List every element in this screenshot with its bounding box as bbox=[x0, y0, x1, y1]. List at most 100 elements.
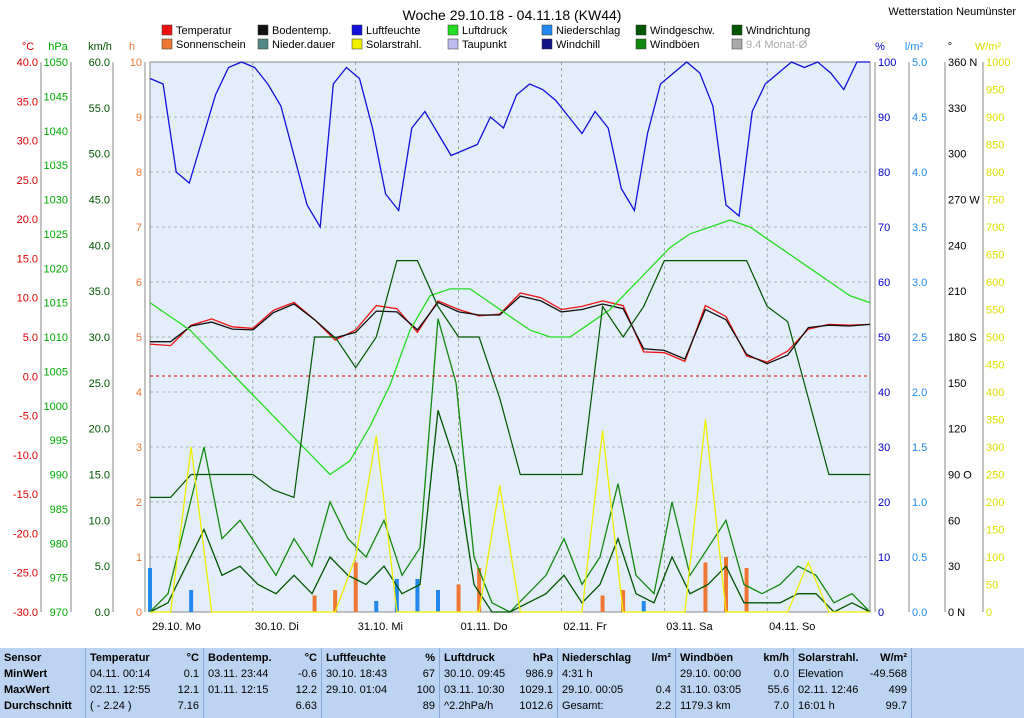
axis-tick-label: -30.0 bbox=[13, 607, 38, 619]
line-luftfeuchte bbox=[149, 61, 870, 230]
stats-cell: 03.11. 23:44 bbox=[208, 668, 269, 680]
stats-cell: 03.11. 10:30 bbox=[444, 684, 505, 696]
axis-tick-label: 5.0 bbox=[95, 561, 110, 573]
stats-rowlabel: Durchschnitt bbox=[4, 700, 72, 712]
stats-header: Sensor bbox=[4, 652, 42, 664]
stats-row: Elevation -49.568 bbox=[798, 666, 907, 682]
stats-row: 1179.3 km 7.0 bbox=[680, 698, 789, 714]
axis-tick-label: 4.0 bbox=[912, 167, 927, 179]
stats-value: 499 bbox=[888, 684, 907, 696]
axis-tick-label: 15.0 bbox=[89, 470, 110, 482]
axis-tick-label: 1035 bbox=[44, 160, 68, 172]
axis-tick-label: 20.0 bbox=[17, 214, 38, 226]
stats-value: 100 bbox=[416, 684, 435, 696]
axis-tick-label: 35.0 bbox=[17, 96, 38, 108]
stats-row: 02.11. 12:55 12.1 bbox=[90, 682, 199, 698]
axis-tick-label: 120 bbox=[948, 424, 966, 436]
stats-unit: °C bbox=[186, 652, 199, 664]
axis-tick-label: 40.0 bbox=[89, 240, 110, 252]
stats-row: 03.11. 10:30 1029.1 bbox=[444, 682, 553, 698]
stats-value: 12.2 bbox=[295, 684, 317, 696]
line-windrichtung bbox=[150, 260, 870, 499]
legend-label: Nieder.dauer bbox=[272, 39, 335, 51]
axis-tick-label: 100 bbox=[986, 552, 1004, 564]
legend-label: Sonnenschein bbox=[176, 39, 246, 51]
bar-sonnenschein bbox=[744, 568, 749, 612]
axis-tick-label: 5.0 bbox=[912, 57, 927, 69]
axis-tick-label: 985 bbox=[50, 504, 68, 516]
axis-tick-label: 450 bbox=[986, 360, 1004, 372]
stats-row: 01.11. 12:15 12.2 bbox=[208, 682, 317, 698]
axis-tick-label: 0 bbox=[136, 607, 142, 619]
legend-swatch bbox=[635, 24, 647, 36]
legend-swatch bbox=[351, 24, 363, 36]
axis-tick-label: 270 W bbox=[948, 195, 980, 207]
axis-tick-label: 1030 bbox=[44, 195, 68, 207]
axis-unit: km/h bbox=[88, 41, 112, 53]
stats-header: Solarstrahl. bbox=[798, 652, 859, 664]
stats-value: 6.63 bbox=[295, 700, 317, 712]
axis-tick-label: 250 bbox=[986, 470, 1004, 482]
axis-tick-label: 5 bbox=[136, 332, 142, 344]
stats-header: Luftdruck bbox=[444, 652, 495, 664]
x-tick-label: 31.10. Mi bbox=[358, 621, 403, 633]
axis-tick-label: 990 bbox=[50, 470, 68, 482]
axis-tick-label: 9 bbox=[136, 112, 142, 124]
line-series bbox=[149, 61, 871, 613]
legend-label: Taupunkt bbox=[462, 39, 507, 51]
stats-unit: °C bbox=[304, 652, 317, 664]
stats-col-bodentemp: Bodentemp. °C 03.11. 23:44 -0.6 01.11. 12:15… bbox=[204, 648, 322, 718]
bar-niederschlag bbox=[148, 568, 152, 612]
stats-col-windboeen: Windböen km/h 29.10. 00:00 0.0 31.10. 03:05 5… bbox=[676, 648, 794, 718]
stats-cell: Elevation bbox=[798, 668, 844, 680]
stats-value: 7.0 bbox=[773, 700, 789, 712]
stats-row: 4:31 h bbox=[562, 666, 671, 682]
stats-row: 29.10. 01:04 100 bbox=[326, 682, 435, 698]
stats-row: 16:01 h 99.7 bbox=[798, 698, 907, 714]
stats-cell: 29.10. 01:04 bbox=[326, 684, 388, 696]
axis-tick-label: 0 bbox=[986, 607, 992, 619]
legend-swatch bbox=[731, 24, 743, 36]
stats-value: -49.568 bbox=[869, 668, 907, 680]
axis-tick-label: 25.0 bbox=[89, 378, 110, 390]
stats-row: 02.11. 12:46 499 bbox=[798, 682, 907, 698]
axis-tick-label: 35.0 bbox=[89, 286, 110, 298]
x-tick-label: 01.11. Do bbox=[461, 621, 508, 633]
axis-tick-label: 150 bbox=[986, 525, 1004, 537]
axis-tick-label: 10.0 bbox=[89, 515, 110, 527]
axis-tick-label: -25.0 bbox=[13, 568, 38, 580]
axis-tick-label: 2.0 bbox=[912, 387, 927, 399]
stats-cell: 04.11. 00:14 bbox=[90, 668, 151, 680]
axis-tick-label: 30.0 bbox=[89, 332, 110, 344]
line-solarstrahl bbox=[150, 419, 870, 613]
legend-label: Windgeschw. bbox=[650, 25, 715, 37]
weather-chart: °C40.035.030.025.020.015.010.05.00.0-5.0… bbox=[12, 7, 1011, 633]
axis-tick-label: 1050 bbox=[44, 57, 68, 69]
axis-tick-label: 1040 bbox=[44, 126, 68, 138]
axis-unit: h bbox=[129, 41, 135, 53]
axis-tick-label: 55.0 bbox=[89, 103, 110, 115]
bar-niederschlag bbox=[189, 590, 194, 612]
line-windgeschw bbox=[149, 410, 871, 613]
stats-cell: 29.10. 00:05 bbox=[562, 684, 624, 696]
stats-header: Windböen bbox=[680, 652, 734, 664]
axis-tick-label: 0 bbox=[878, 607, 884, 619]
axis-tick-label: 330 bbox=[948, 103, 966, 115]
axis-tick-label: 4 bbox=[136, 387, 142, 399]
line-bodentemp bbox=[150, 295, 871, 365]
stats-row: ( - 2.24 ) 7.16 bbox=[90, 698, 199, 714]
stats-value: -0.6 bbox=[298, 668, 317, 680]
axis-tick-label: 700 bbox=[986, 222, 1004, 234]
legend-label: Windchill bbox=[556, 39, 600, 51]
stats-cell: 02.11. 12:55 bbox=[90, 684, 151, 696]
x-tick-label: 29.10. Mo bbox=[152, 621, 201, 633]
stats-row: ^2.2hPa/h 1012.6 bbox=[444, 698, 553, 714]
legend-label: Temperatur bbox=[176, 25, 232, 37]
stats-cell: 31.10. 03:05 bbox=[680, 684, 742, 696]
axis-tick-label: 30.0 bbox=[17, 136, 38, 148]
stats-value: 986.9 bbox=[525, 668, 553, 680]
axis-tick-label: 0 N bbox=[948, 607, 965, 619]
legend-swatch bbox=[447, 24, 459, 36]
stats-value: 89 bbox=[422, 700, 435, 712]
bar-sonnenschein bbox=[312, 595, 317, 612]
